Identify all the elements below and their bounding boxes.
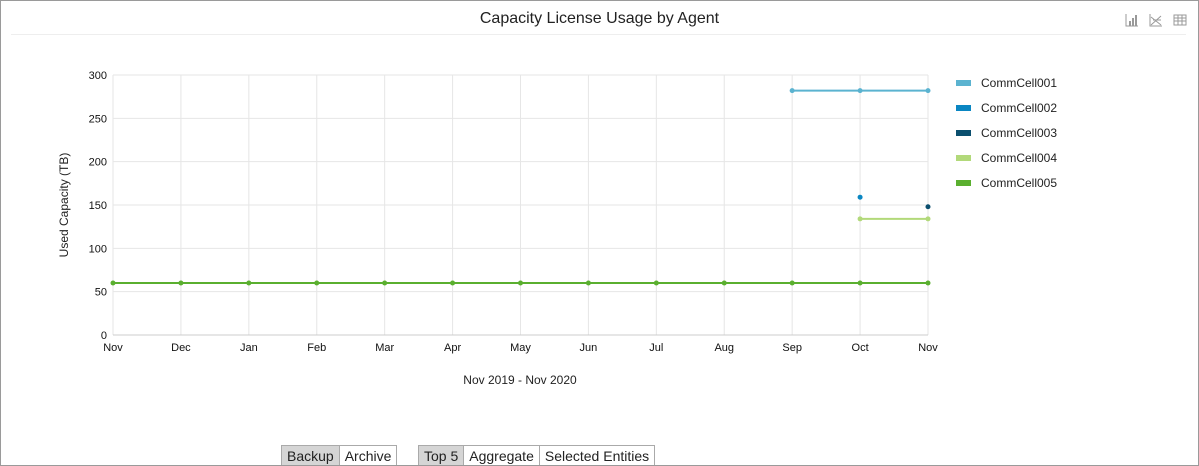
bar-chart-icon[interactable]: [1125, 13, 1139, 27]
x-tick-label: Nov: [103, 342, 123, 354]
x-axis-label: Nov 2019 - Nov 2020: [463, 373, 577, 387]
x-tick-label: May: [510, 342, 531, 354]
y-axis-label: Used Capacity (TB): [57, 153, 71, 258]
x-tick-label: Jan: [240, 342, 258, 354]
legend-item[interactable]: CommCell005: [981, 176, 1057, 190]
y-tick-label: 50: [95, 287, 107, 299]
line-chart-icon[interactable]: [1149, 13, 1163, 27]
y-tick-label: 150: [89, 200, 107, 212]
aggregate-button[interactable]: Aggregate: [463, 445, 540, 465]
data-point: [857, 194, 863, 200]
legend-item[interactable]: CommCell002: [981, 101, 1057, 115]
x-tick-label: Feb: [307, 342, 326, 354]
x-tick-label: Jul: [649, 342, 663, 354]
title-divider: [11, 34, 1186, 35]
x-tick-label: Mar: [375, 342, 394, 354]
x-tick-label: Jun: [580, 342, 598, 354]
y-tick-label: 200: [89, 157, 107, 169]
top-5-button[interactable]: Top 5: [418, 445, 465, 465]
table-icon[interactable]: [1173, 13, 1187, 27]
data-type-toggle: Backup Archive: [281, 445, 398, 465]
x-tick-label: Oct: [852, 342, 869, 354]
legend-item[interactable]: CommCell004: [981, 151, 1057, 165]
chart-title: Capacity License Usage by Agent: [479, 10, 720, 27]
x-tick-label: Sep: [782, 342, 802, 354]
x-tick-label: Apr: [444, 342, 461, 354]
x-tick-label: Nov: [918, 342, 938, 354]
legend-swatch: [956, 80, 971, 86]
y-tick-label: 300: [89, 70, 107, 82]
y-tick-label: 0: [101, 330, 107, 342]
data-point: [925, 204, 931, 210]
x-tick-label: Dec: [171, 342, 191, 354]
legend-swatch: [956, 180, 971, 186]
legend-item[interactable]: CommCell001: [981, 76, 1057, 90]
view-toggle: Top 5 Aggregate Selected Entities: [418, 445, 656, 465]
backup-button[interactable]: Backup: [281, 445, 340, 465]
y-tick-label: 100: [89, 243, 107, 255]
legend-swatch: [956, 130, 971, 136]
line-chart: Nov Dec Jan Feb Mar Apr May Jun Jul Aug Sep Oct Nov0…: [57, 70, 1057, 387]
legend-swatch: [956, 155, 971, 161]
archive-button[interactable]: Archive: [338, 445, 398, 465]
selected-entities-button[interactable]: Selected Entities: [538, 445, 656, 465]
x-tick-label: Aug: [714, 342, 734, 354]
y-tick-label: 250: [89, 113, 107, 125]
legend-swatch: [956, 105, 971, 111]
legend-item[interactable]: CommCell003: [981, 126, 1057, 140]
